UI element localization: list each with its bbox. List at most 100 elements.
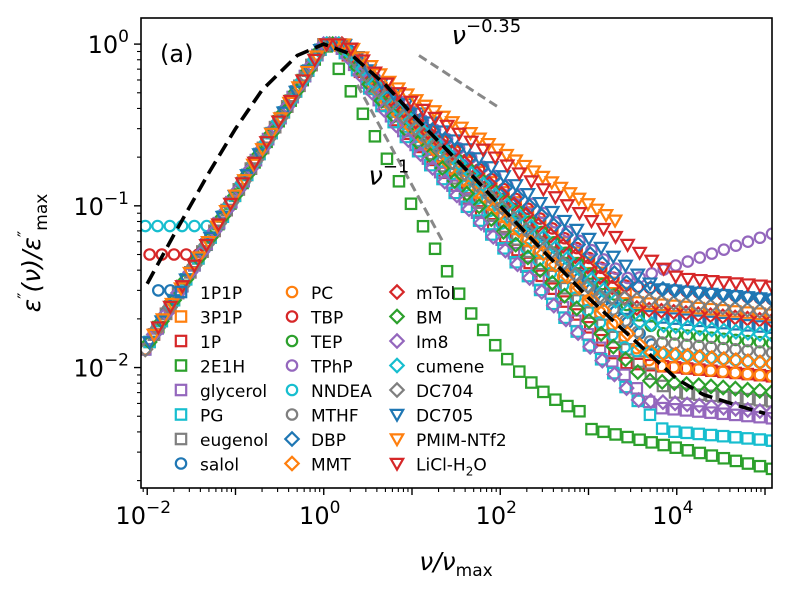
data-point <box>655 422 669 435</box>
data-point <box>178 273 195 288</box>
data-point <box>655 359 668 373</box>
legend-marker <box>285 359 299 372</box>
data-point <box>597 425 610 439</box>
data-point <box>656 379 670 393</box>
legend-marker <box>285 334 299 348</box>
data-point <box>532 196 549 212</box>
data-point <box>619 303 636 320</box>
legend-entry: TBP <box>285 309 343 329</box>
legend-label: TPhP <box>310 358 353 378</box>
data-point <box>573 404 586 418</box>
data-point <box>407 119 424 137</box>
data-point <box>691 273 708 289</box>
data-point <box>691 363 705 376</box>
data-point <box>561 399 574 413</box>
data-point <box>436 173 454 190</box>
data-point <box>186 259 203 274</box>
data-point <box>452 287 466 301</box>
data-point <box>667 270 684 285</box>
data-point <box>568 223 585 238</box>
data-point <box>141 336 158 351</box>
data-point <box>704 364 717 377</box>
legend-entry: TEP <box>285 333 342 353</box>
data-point <box>530 232 547 250</box>
data-point <box>666 395 684 412</box>
data-point <box>451 127 468 142</box>
data-point <box>456 165 474 182</box>
data-point <box>668 425 681 438</box>
data-point <box>654 283 671 298</box>
legend-marker <box>285 383 299 397</box>
data-point <box>163 219 177 233</box>
data-point <box>458 185 476 202</box>
data-point <box>424 159 441 177</box>
data-point <box>571 207 588 222</box>
legend-entry: DBP <box>283 430 346 451</box>
data-point <box>263 127 280 142</box>
panel-label: (a) <box>160 40 193 68</box>
data-point <box>763 403 772 421</box>
data-point <box>692 427 706 441</box>
data-point <box>729 239 743 252</box>
data-point <box>739 324 757 342</box>
legend-entry: PC <box>285 284 333 304</box>
legend-entry: 1P1P <box>174 284 242 304</box>
data-point <box>717 451 731 465</box>
data-point <box>591 268 609 286</box>
data-point <box>751 354 769 371</box>
data-point <box>606 214 624 229</box>
legend-label: Im8 <box>416 333 448 353</box>
data-point <box>476 323 490 337</box>
data-point <box>162 300 179 315</box>
data-point <box>419 123 437 141</box>
data-point <box>450 154 468 172</box>
legend-marker <box>283 430 301 448</box>
data-point <box>519 249 537 266</box>
data-point <box>440 264 454 278</box>
data-point <box>523 233 540 251</box>
data-point <box>679 362 693 375</box>
data-point <box>382 95 400 113</box>
data-point <box>509 188 526 206</box>
data-point <box>481 187 498 205</box>
data-point <box>493 198 510 216</box>
legend-entry: PG <box>174 407 223 427</box>
data-point <box>559 268 576 285</box>
data-point <box>594 255 611 272</box>
data-point <box>691 314 705 328</box>
data-point <box>141 219 152 233</box>
data-point <box>580 312 598 330</box>
data-point <box>753 433 767 446</box>
data-point <box>678 396 696 413</box>
data-point <box>525 376 538 389</box>
legend-marker <box>174 310 188 323</box>
data-point <box>702 378 720 395</box>
legend-entry: 3P1P <box>174 309 242 329</box>
data-point <box>643 344 660 361</box>
legend-label: DC704 <box>416 382 473 402</box>
x-axis-label: ν/νmax <box>419 547 492 581</box>
legend-marker <box>174 285 188 299</box>
data-point <box>507 179 524 194</box>
data-point <box>483 161 500 176</box>
legend-marker <box>283 455 301 472</box>
data-point <box>666 374 683 392</box>
data-point <box>763 280 772 295</box>
data-point <box>545 297 563 314</box>
data-point <box>653 302 670 320</box>
data-point <box>739 291 756 306</box>
legend-marker <box>285 310 299 323</box>
data-point <box>618 379 635 397</box>
data-point <box>544 274 561 292</box>
data-point <box>763 326 772 344</box>
legend-marker <box>388 457 406 472</box>
data-point <box>714 308 732 325</box>
data-point <box>702 287 720 302</box>
data-point <box>535 183 552 198</box>
legend-entry: MTHF <box>285 407 359 427</box>
data-point <box>741 319 754 332</box>
data-point <box>751 302 768 320</box>
slope-annotation: ν−0.35 <box>451 16 521 51</box>
legend-label: 1P <box>200 333 221 353</box>
data-point <box>728 408 742 422</box>
